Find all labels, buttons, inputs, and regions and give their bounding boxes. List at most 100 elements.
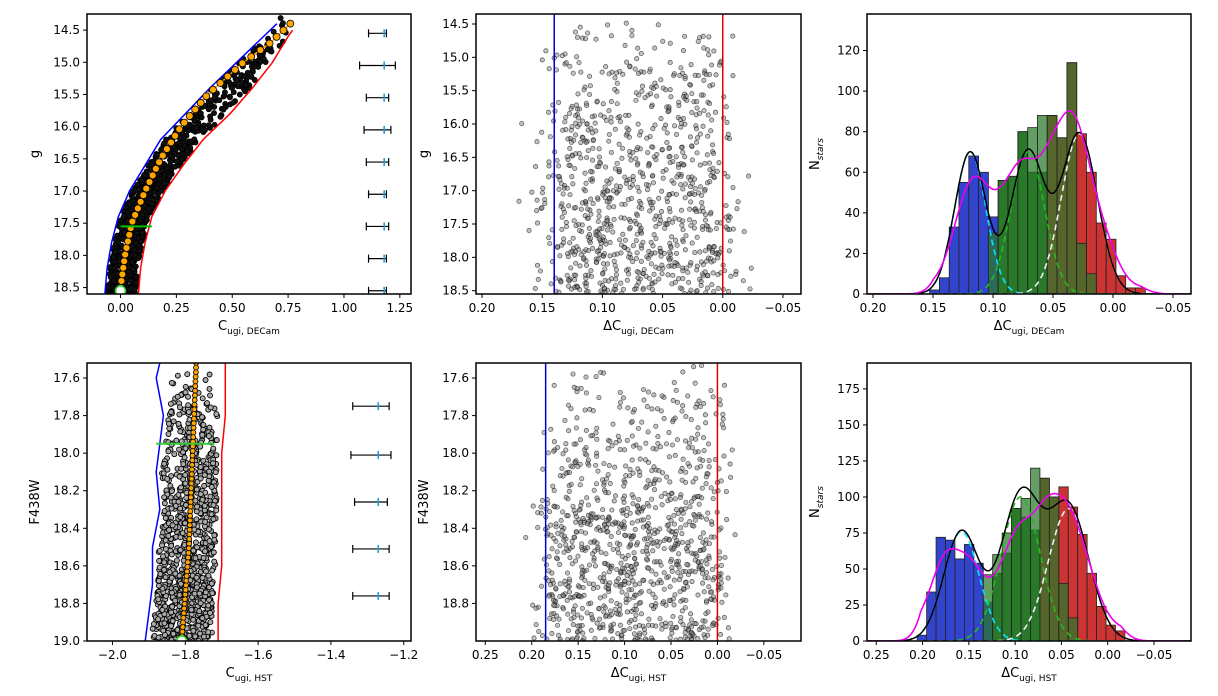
y-tick-label: 17.6 (442, 371, 469, 385)
star-point (554, 549, 560, 555)
star-point (175, 491, 182, 498)
star-point (685, 445, 691, 451)
star-point (539, 57, 545, 63)
star-point (621, 215, 627, 221)
histogram-bar-blue (945, 539, 956, 641)
star-point (693, 621, 699, 627)
star-point (679, 539, 685, 545)
star-point (581, 87, 587, 93)
x-tick-label: −0.05 (765, 301, 802, 315)
star-point (623, 20, 629, 26)
star-point (635, 425, 641, 432)
star-point (613, 276, 619, 282)
star-point (664, 130, 670, 136)
star-point (661, 125, 667, 131)
star-point (107, 274, 114, 281)
star-point (642, 630, 648, 636)
star-point (628, 617, 634, 624)
star-point (173, 557, 180, 564)
star-point (618, 568, 624, 575)
star-point (555, 622, 561, 628)
star-point (602, 593, 608, 599)
star-point (213, 437, 220, 444)
star-point (661, 599, 667, 605)
star-point (711, 288, 717, 294)
star-point (709, 282, 715, 288)
fiducial-point (180, 614, 187, 621)
star-point (607, 542, 613, 548)
y-axis-label: F438W (417, 479, 432, 524)
star-point (642, 636, 648, 641)
star-point (661, 250, 667, 256)
star-point (680, 510, 686, 516)
star-point (711, 620, 717, 626)
star-point (674, 559, 680, 565)
star-point (175, 420, 182, 427)
star-point (607, 481, 613, 487)
star-point (663, 87, 669, 93)
star-point (655, 543, 661, 549)
star-point (588, 125, 594, 131)
panel-p4: −2.0 −1.8 −1.6 −1.4 −1.217.617.818.018.218.4… (28, 362, 418, 684)
star-point (619, 632, 625, 638)
star-point (659, 271, 665, 277)
star-point (606, 278, 612, 284)
star-point (213, 507, 220, 514)
star-point (589, 130, 596, 136)
star-point (728, 474, 734, 480)
x-tick-label: −0.05 (745, 648, 782, 662)
star-point (618, 250, 624, 256)
fiducial-point (184, 559, 191, 566)
star-point (611, 252, 617, 258)
star-point (590, 581, 596, 587)
star-point (656, 195, 662, 201)
star-point (714, 168, 720, 174)
star-point (531, 635, 537, 641)
star-point (653, 213, 659, 219)
star-point (571, 534, 577, 540)
star-point (679, 465, 685, 471)
y-tick-label: 17.8 (53, 409, 80, 423)
star-point (550, 616, 557, 622)
star-point (610, 421, 616, 427)
star-point (677, 636, 683, 641)
star-point (652, 45, 658, 51)
star-point (529, 189, 535, 195)
star-point (676, 577, 682, 583)
star-point (206, 526, 212, 533)
histogram-bar-blue (938, 277, 950, 294)
star-point (666, 257, 673, 263)
star-point (204, 400, 211, 406)
star-point (592, 548, 598, 554)
star-point (689, 157, 695, 163)
star-point (540, 185, 546, 191)
star-point (606, 204, 612, 210)
fiducial-point (184, 568, 190, 575)
star-point (539, 205, 545, 211)
star-point (651, 481, 657, 487)
star-point (556, 99, 562, 105)
star-point (185, 402, 192, 409)
star-point (699, 485, 705, 491)
y-tick-label: 20 (845, 246, 860, 260)
star-point (583, 374, 589, 380)
star-point (554, 244, 560, 250)
star-point (593, 36, 599, 42)
star-point (205, 122, 212, 129)
star-point (563, 542, 569, 548)
star-point (561, 210, 567, 216)
star-point (640, 287, 646, 293)
y-tick-label: 18.2 (53, 484, 80, 498)
fiducial-point (279, 26, 288, 35)
star-point (705, 441, 711, 447)
star-point (565, 402, 571, 408)
star-point (594, 540, 600, 546)
star-point (664, 140, 670, 146)
star-point (558, 279, 564, 285)
star-point (672, 237, 679, 243)
star-point (689, 578, 695, 585)
star-point (585, 545, 591, 551)
star-point (640, 524, 646, 530)
y-axis-label-main: F438W (417, 479, 432, 524)
star-point (167, 400, 174, 407)
